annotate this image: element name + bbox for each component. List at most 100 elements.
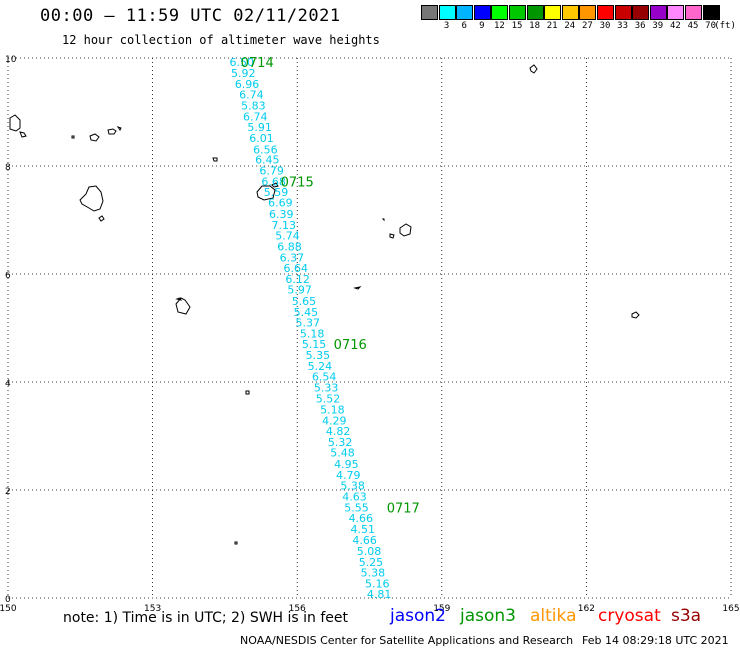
colorbar-label: 36 — [634, 21, 646, 31]
colorbar-swatch — [579, 5, 597, 20]
swh-value: 5.55 — [344, 501, 369, 514]
x-tick-label: 159 — [433, 604, 450, 614]
island-outline — [353, 286, 362, 290]
colorbar-label: 12 — [493, 21, 505, 31]
swh-value: 6.79 — [259, 164, 284, 177]
swh-value: 6.69 — [268, 197, 293, 210]
y-tick-label: 8 — [5, 163, 11, 173]
colorbar-label: 21 — [546, 21, 558, 31]
colorbar-label: 33 — [617, 21, 629, 31]
colorbar-label: 39 — [652, 21, 664, 31]
swh-value: 5.45 — [294, 306, 319, 319]
swh-value: 5.18 — [300, 327, 325, 340]
swh-value: 5.83 — [241, 100, 266, 113]
swh-value: 6.68 — [261, 176, 286, 189]
colorbar-label: 15 — [511, 21, 523, 31]
island-outline — [234, 541, 238, 545]
swh-value: 5.08 — [357, 545, 382, 558]
swh-value: 5.74 — [275, 230, 300, 243]
colorbar-swatch — [509, 5, 526, 20]
swh-value: 7.13 — [271, 219, 296, 232]
pass-time-label: 0715 — [281, 176, 314, 191]
colorbar-label: 27 — [581, 21, 593, 31]
satellite-track: 6.505.926.966.745.836.745.916.016.566.45… — [230, 56, 392, 601]
swh-value: 4.95 — [334, 458, 359, 471]
legend-item-jason3: jason3 — [460, 606, 516, 626]
y-tick-label: 4 — [5, 379, 11, 389]
island-outline — [631, 311, 640, 319]
x-tick-label: 156 — [289, 604, 306, 614]
swh-value: 4.79 — [336, 469, 361, 482]
x-tick-label: 153 — [144, 604, 161, 614]
island-outline — [399, 223, 412, 237]
colorbar-label: 9 — [479, 21, 485, 31]
swh-value: 6.12 — [285, 273, 310, 286]
swh-value: 5.16 — [365, 577, 390, 590]
legend-item-altika: altika — [530, 606, 577, 626]
colorbar-swatch — [456, 5, 474, 20]
island-outline — [175, 297, 191, 315]
island-outlines — [9, 64, 640, 545]
swh-value: 5.18 — [320, 404, 345, 417]
swh-value: 4.81 — [367, 588, 392, 601]
swh-value: 6.74 — [243, 110, 268, 123]
island-outline — [256, 185, 276, 201]
swh-value: 6.96 — [235, 78, 260, 91]
colorbar-unit: (ft) — [714, 21, 736, 31]
colorbar-swatch — [632, 5, 650, 20]
legend-item-s3a: s3a — [671, 606, 702, 626]
swh-value: 6.74 — [239, 89, 264, 102]
swh-value: 6.45 — [255, 154, 280, 167]
colorbar-swatch — [667, 5, 685, 20]
colorbar-swatch — [702, 5, 720, 20]
colorbar-swatch — [491, 5, 509, 20]
x-tick-label: 150 — [0, 604, 17, 614]
swh-value: 6.56 — [253, 143, 278, 156]
x-tick-label: 165 — [722, 604, 739, 614]
swh-value: 5.52 — [316, 393, 341, 406]
island-outline — [79, 185, 104, 212]
swh-value: 5.32 — [328, 436, 353, 449]
swh-value: 5.24 — [308, 360, 333, 373]
page-subtitle: 12 hour collection of altimeter wave hei… — [62, 33, 380, 47]
swh-value: 6.54 — [312, 371, 337, 384]
swh-value: 5.15 — [302, 338, 327, 351]
swh-value: 5.37 — [296, 317, 321, 330]
swh-value: 4.63 — [342, 490, 367, 503]
colorbar-swatch — [526, 5, 544, 20]
footer-credit: NOAA/NESDIS Center for Satellite Applica… — [240, 634, 574, 647]
swh-value: 4.66 — [352, 534, 377, 547]
swh-value: 5.91 — [247, 121, 272, 134]
colorbar-swatch — [544, 5, 562, 20]
colorbar-label: 18 — [529, 21, 541, 31]
colorbar-swatch — [685, 5, 702, 20]
swh-value: 6.64 — [284, 262, 309, 275]
swh-value: 5.33 — [314, 381, 339, 394]
island-outline — [89, 133, 100, 142]
island-outline — [9, 114, 21, 132]
swh-value: 5.65 — [292, 295, 317, 308]
swh-value: 6.88 — [277, 240, 302, 253]
swh-value: 5.92 — [231, 67, 256, 80]
island-outline — [212, 157, 218, 162]
island-outline — [107, 128, 117, 135]
pass-time-label: 0717 — [387, 501, 420, 516]
y-tick-label: 0 — [5, 595, 11, 605]
colorbar-swatch — [649, 5, 667, 20]
colorbar-swatch — [421, 5, 438, 20]
pass-time-label: 0714 — [241, 56, 274, 71]
footer-note: note: 1) Time is in UTC; 2) SWH is in fe… — [63, 610, 349, 626]
colorbar-label: 24 — [564, 21, 576, 31]
swh-value: 4.51 — [351, 523, 376, 536]
swh-value: 6.01 — [249, 132, 274, 145]
colorbar-label: 6 — [461, 21, 467, 31]
colorbar-swatch — [438, 5, 456, 20]
swh-value: 6.50 — [230, 56, 255, 69]
swh-value: 5.25 — [359, 556, 384, 569]
map-grid — [7, 57, 732, 599]
swh-value: 6.37 — [280, 251, 305, 264]
y-tick-label: 10 — [5, 55, 17, 65]
swh-value: 4.29 — [322, 414, 347, 427]
y-tick-label: 6 — [5, 271, 11, 281]
swh-value: 6.39 — [269, 208, 294, 221]
